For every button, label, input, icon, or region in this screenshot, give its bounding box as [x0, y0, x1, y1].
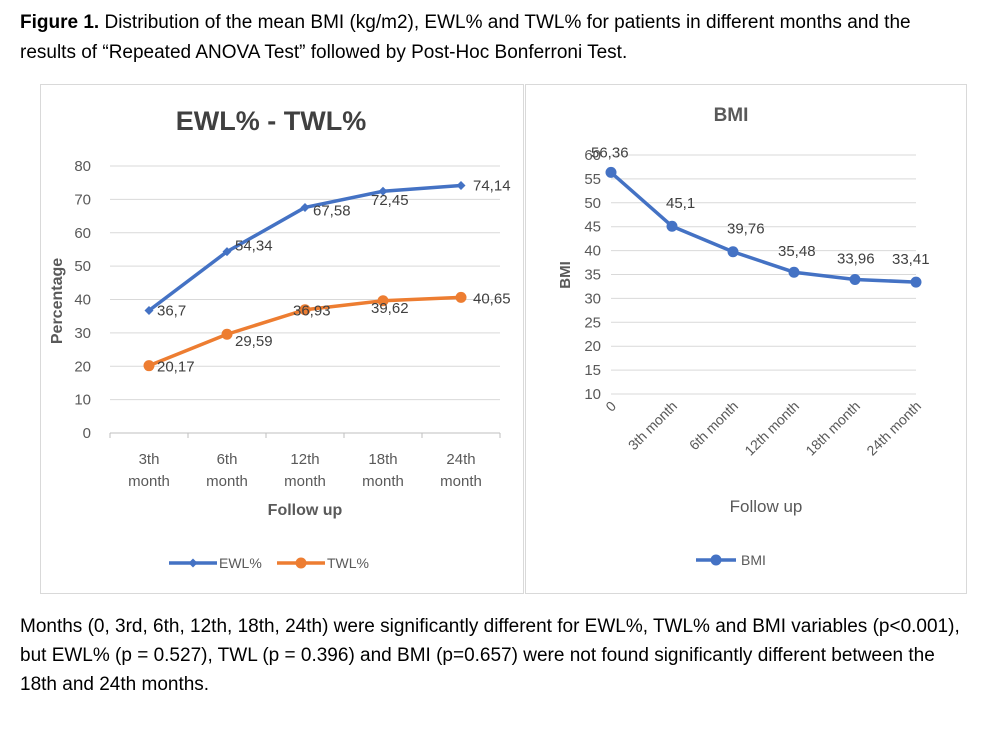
data-label: 74,14 — [473, 178, 511, 195]
legend-marker-ewl — [188, 558, 198, 568]
chart-title: EWL% - TWL% — [176, 106, 366, 136]
y-tick-label: 30 — [74, 325, 91, 342]
chart-title: BMI — [714, 105, 749, 126]
legend-marker-twl — [295, 557, 307, 569]
ewl-twl-chart-panel: EWL% - TWL% 0 10 20 30 40 50 60 70 80 3th month 6th m… — [40, 84, 524, 594]
x-tick-label: 24th month — [863, 398, 924, 459]
data-point-bmi — [849, 273, 861, 285]
figure-label: Figure 1. — [20, 12, 100, 33]
x-tick-label: 3th month — [625, 398, 680, 453]
y-tick-label: 20 — [584, 338, 601, 355]
x-tick-label: 0 — [602, 398, 619, 415]
data-point-twl — [221, 328, 233, 340]
data-point-twl — [299, 304, 311, 316]
ewl-twl-chart: EWL% - TWL% 0 10 20 30 40 50 60 70 80 3th month 6th m… — [49, 106, 511, 571]
data-label: 39,62 — [371, 300, 409, 317]
x-tick-label: 6th month — [686, 398, 741, 453]
data-point-bmi — [605, 166, 617, 178]
results-note: Months (0, 3rd, 6th, 12th, 18th, 24th) w… — [20, 616, 960, 695]
data-point-ewl — [300, 202, 310, 212]
legend-marker-bmi — [710, 554, 722, 566]
data-label: 39,76 — [727, 221, 765, 238]
bmi-chart-panel: BMI 10 15 20 25 30 35 40 45 50 55 60 0 3th month 6th m… — [525, 84, 967, 594]
data-point-bmi — [788, 266, 800, 278]
data-label: 29,59 — [235, 333, 273, 350]
data-point-twl — [143, 360, 155, 372]
series-line-bmi — [609, 171, 917, 284]
data-label: 40,65 — [473, 290, 511, 307]
x-tick-label: 24th month — [440, 451, 482, 490]
x-axis-title: Follow up — [730, 497, 803, 516]
figure-caption: Figure 1. Distribution of the mean BMI (… — [20, 8, 970, 68]
x-axis-title: Follow up — [268, 502, 343, 519]
y-tick-label: 40 — [74, 292, 91, 309]
legend-label: EWL% — [219, 555, 262, 571]
data-label: 54,34 — [235, 238, 273, 255]
x-tick-label: 12th month — [284, 451, 326, 490]
data-label: 72,45 — [371, 192, 409, 209]
data-label: 56,36 — [591, 144, 629, 161]
data-point-bmi — [666, 220, 678, 232]
x-tick-label: 6th month — [206, 451, 248, 490]
x-tick-label: 3th month — [128, 451, 170, 490]
y-tick-label: 25 — [584, 314, 601, 331]
x-tick-label: 12th month — [741, 398, 802, 459]
data-point-bmi — [727, 246, 739, 258]
data-label: 20,17 — [157, 359, 195, 376]
y-tick-label: 50 — [584, 195, 601, 212]
data-label: 33,96 — [837, 250, 875, 267]
data-label: 36,7 — [157, 303, 186, 320]
y-tick-label: 45 — [584, 219, 601, 236]
data-point-ewl — [144, 306, 154, 316]
y-tick-label: 60 — [584, 147, 601, 164]
y-tick-label: 35 — [584, 267, 601, 284]
y-axis-title: Percentage — [49, 258, 66, 344]
data-label: 45,1 — [666, 195, 695, 212]
data-label: 35,48 — [778, 243, 816, 260]
figure-caption-text: Distribution of the mean BMI (kg/m2), EW… — [20, 12, 911, 63]
legend-label: BMI — [741, 552, 766, 568]
y-axis-title: BMI — [557, 261, 574, 289]
y-tick-label: 30 — [584, 290, 601, 307]
y-tick-label: 80 — [74, 158, 91, 175]
data-point-twl — [377, 295, 389, 307]
data-point-twl — [455, 291, 467, 303]
y-tick-label: 50 — [74, 258, 91, 275]
legend-label: TWL% — [327, 555, 369, 571]
x-tick-label: 18th month — [802, 398, 863, 459]
data-label: 36,93 — [293, 303, 331, 320]
y-tick-label: 20 — [74, 358, 91, 375]
y-tick-label: 55 — [584, 171, 601, 188]
data-label: 67,58 — [313, 202, 351, 219]
x-tick-label: 18th month — [362, 451, 404, 490]
y-tick-label: 15 — [584, 362, 601, 379]
y-tick-label: 10 — [74, 392, 91, 409]
data-point-bmi — [910, 276, 922, 288]
y-tick-label: 10 — [584, 386, 601, 403]
bmi-chart: BMI 10 15 20 25 30 35 40 45 50 55 60 0 3th month 6th m… — [557, 105, 930, 568]
y-tick-label: 60 — [74, 225, 91, 242]
y-tick-label: 0 — [83, 425, 91, 442]
y-tick-label: 70 — [74, 191, 91, 208]
y-tick-label: 40 — [584, 243, 601, 260]
data-point-ewl — [378, 186, 388, 196]
data-label: 33,41 — [892, 251, 930, 268]
data-point-ewl — [222, 247, 232, 257]
data-point-ewl — [456, 181, 466, 191]
